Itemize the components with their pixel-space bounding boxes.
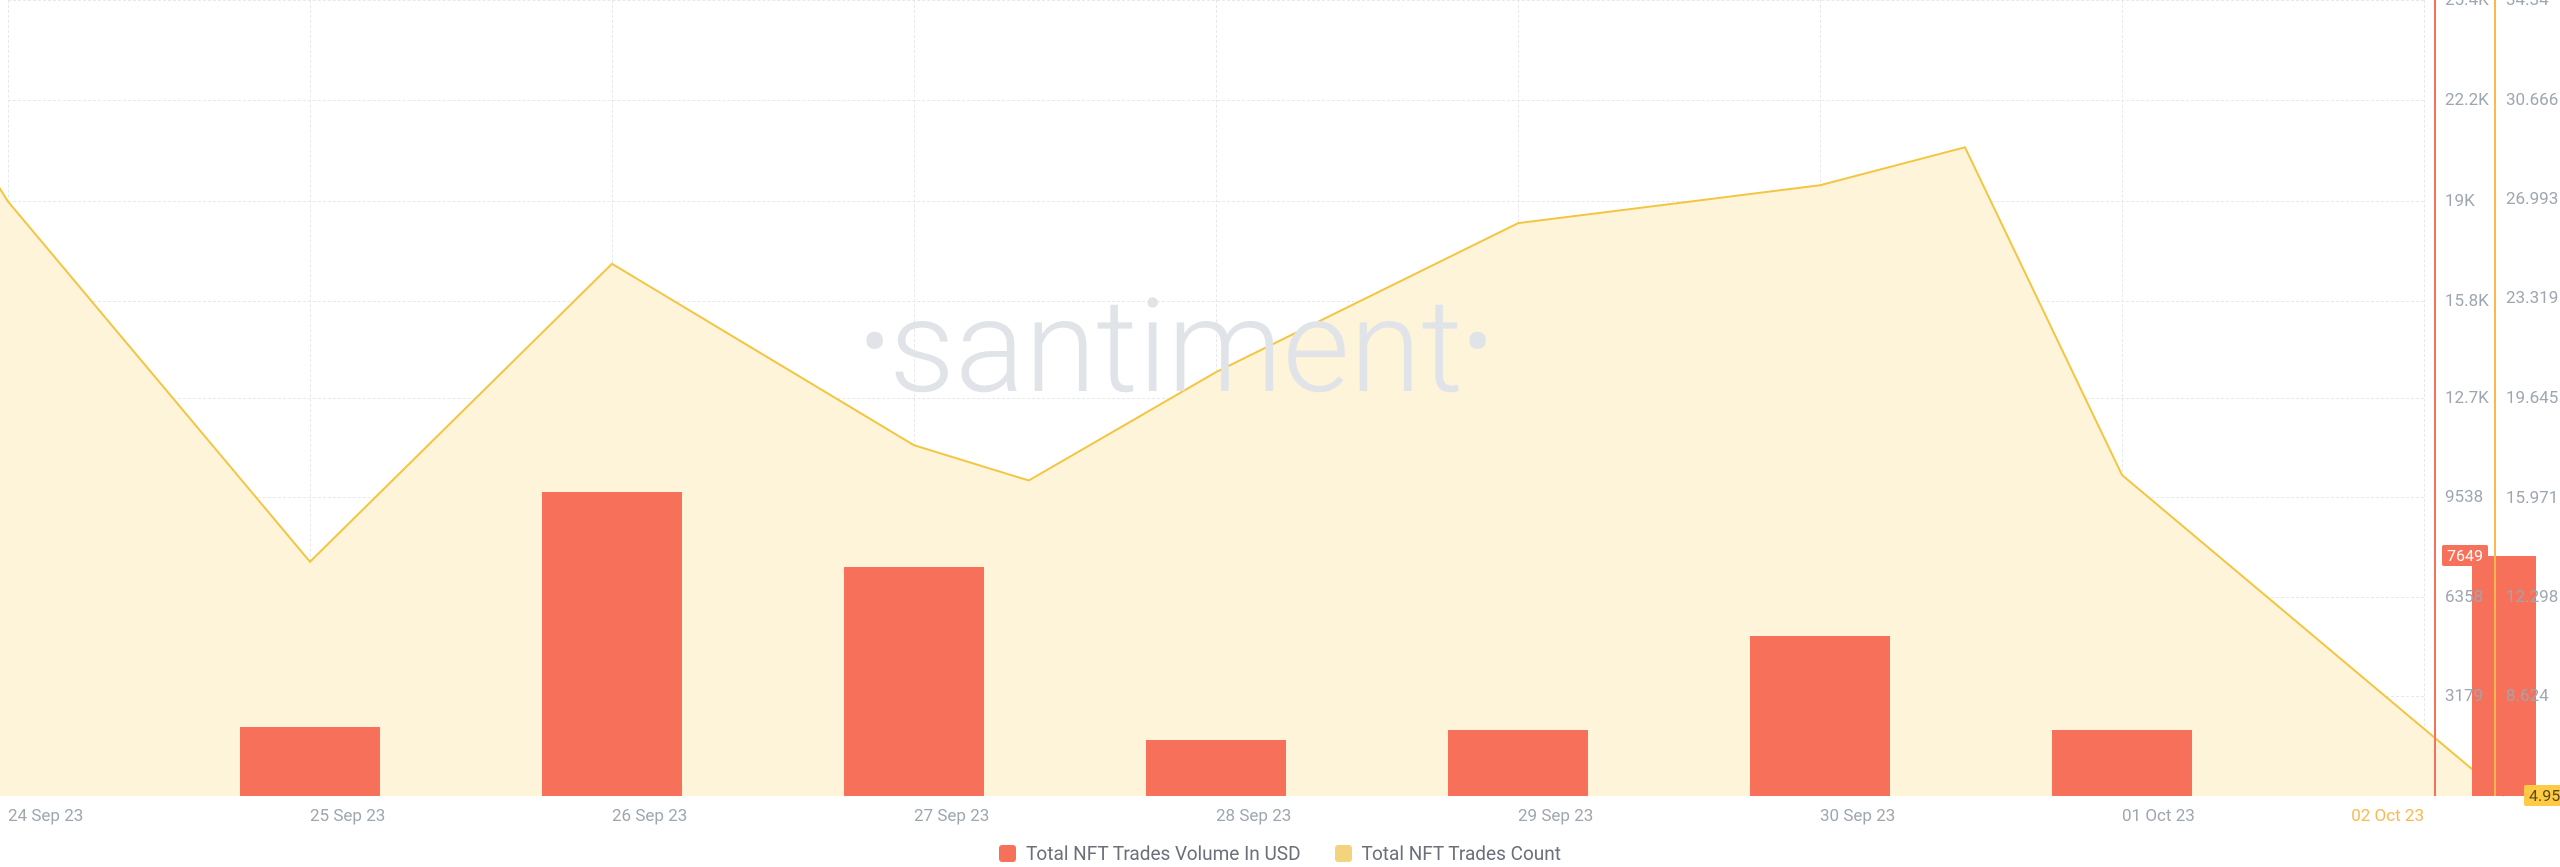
legend-item[interactable]: Total NFT Trades Count [1335,842,1561,865]
y-axis-right-tick: 15.971 [2506,488,2558,508]
volume-bar [1750,636,1890,796]
volume-bar [1146,740,1286,796]
y-axis-left-tick: 25.4K [2445,0,2489,10]
legend-swatch [1335,845,1352,862]
current-value-badge-volume: 7649 [2442,545,2488,566]
legend: Total NFT Trades Volume In USD Total NFT … [999,842,1561,865]
y-axis-left-tick: 3179 [2445,686,2483,706]
legend-swatch [999,845,1016,862]
volume-bar [844,567,984,796]
trades-count-area [0,0,2504,796]
chart-root: 24 Sep 2325 Sep 2326 Sep 2327 Sep 2328 S… [0,0,2560,867]
y-axis-right-tick: 19.645 [2506,388,2558,408]
volume-bar [2052,730,2192,796]
y-axis-right-tick: 34.34 [2506,0,2549,10]
y-axis-right-line [2494,0,2496,796]
legend-label: Total NFT Trades Count [1362,842,1561,865]
volume-bar [240,727,380,796]
y-axis-left-tick: 12.7K [2445,388,2489,408]
y-axis-left-tick: 19K [2445,191,2475,211]
y-axis-right-tick: 30.666 [2506,90,2558,110]
volume-bar [1448,730,1588,796]
y-axis-left-tick: 15.8K [2445,291,2489,311]
y-axis-right-tick: 26.993 [2506,189,2558,209]
legend-label: Total NFT Trades Volume In USD [1026,842,1301,865]
y-axis-right-tick: 8.624 [2506,686,2549,706]
y-axis-left-tick: 22.2K [2445,90,2489,110]
y-axis-left-line [2434,0,2436,796]
volume-bar [542,492,682,796]
y-axis-left-tick: 9538 [2445,487,2483,507]
current-value-badge-count: 4.95 [2524,785,2560,806]
y-axis-right-tick: 12.298 [2506,587,2558,607]
y-axis-right-tick: 23.319 [2506,288,2558,308]
y-axis-left-tick: 6358 [2445,587,2483,607]
legend-item[interactable]: Total NFT Trades Volume In USD [999,842,1301,865]
